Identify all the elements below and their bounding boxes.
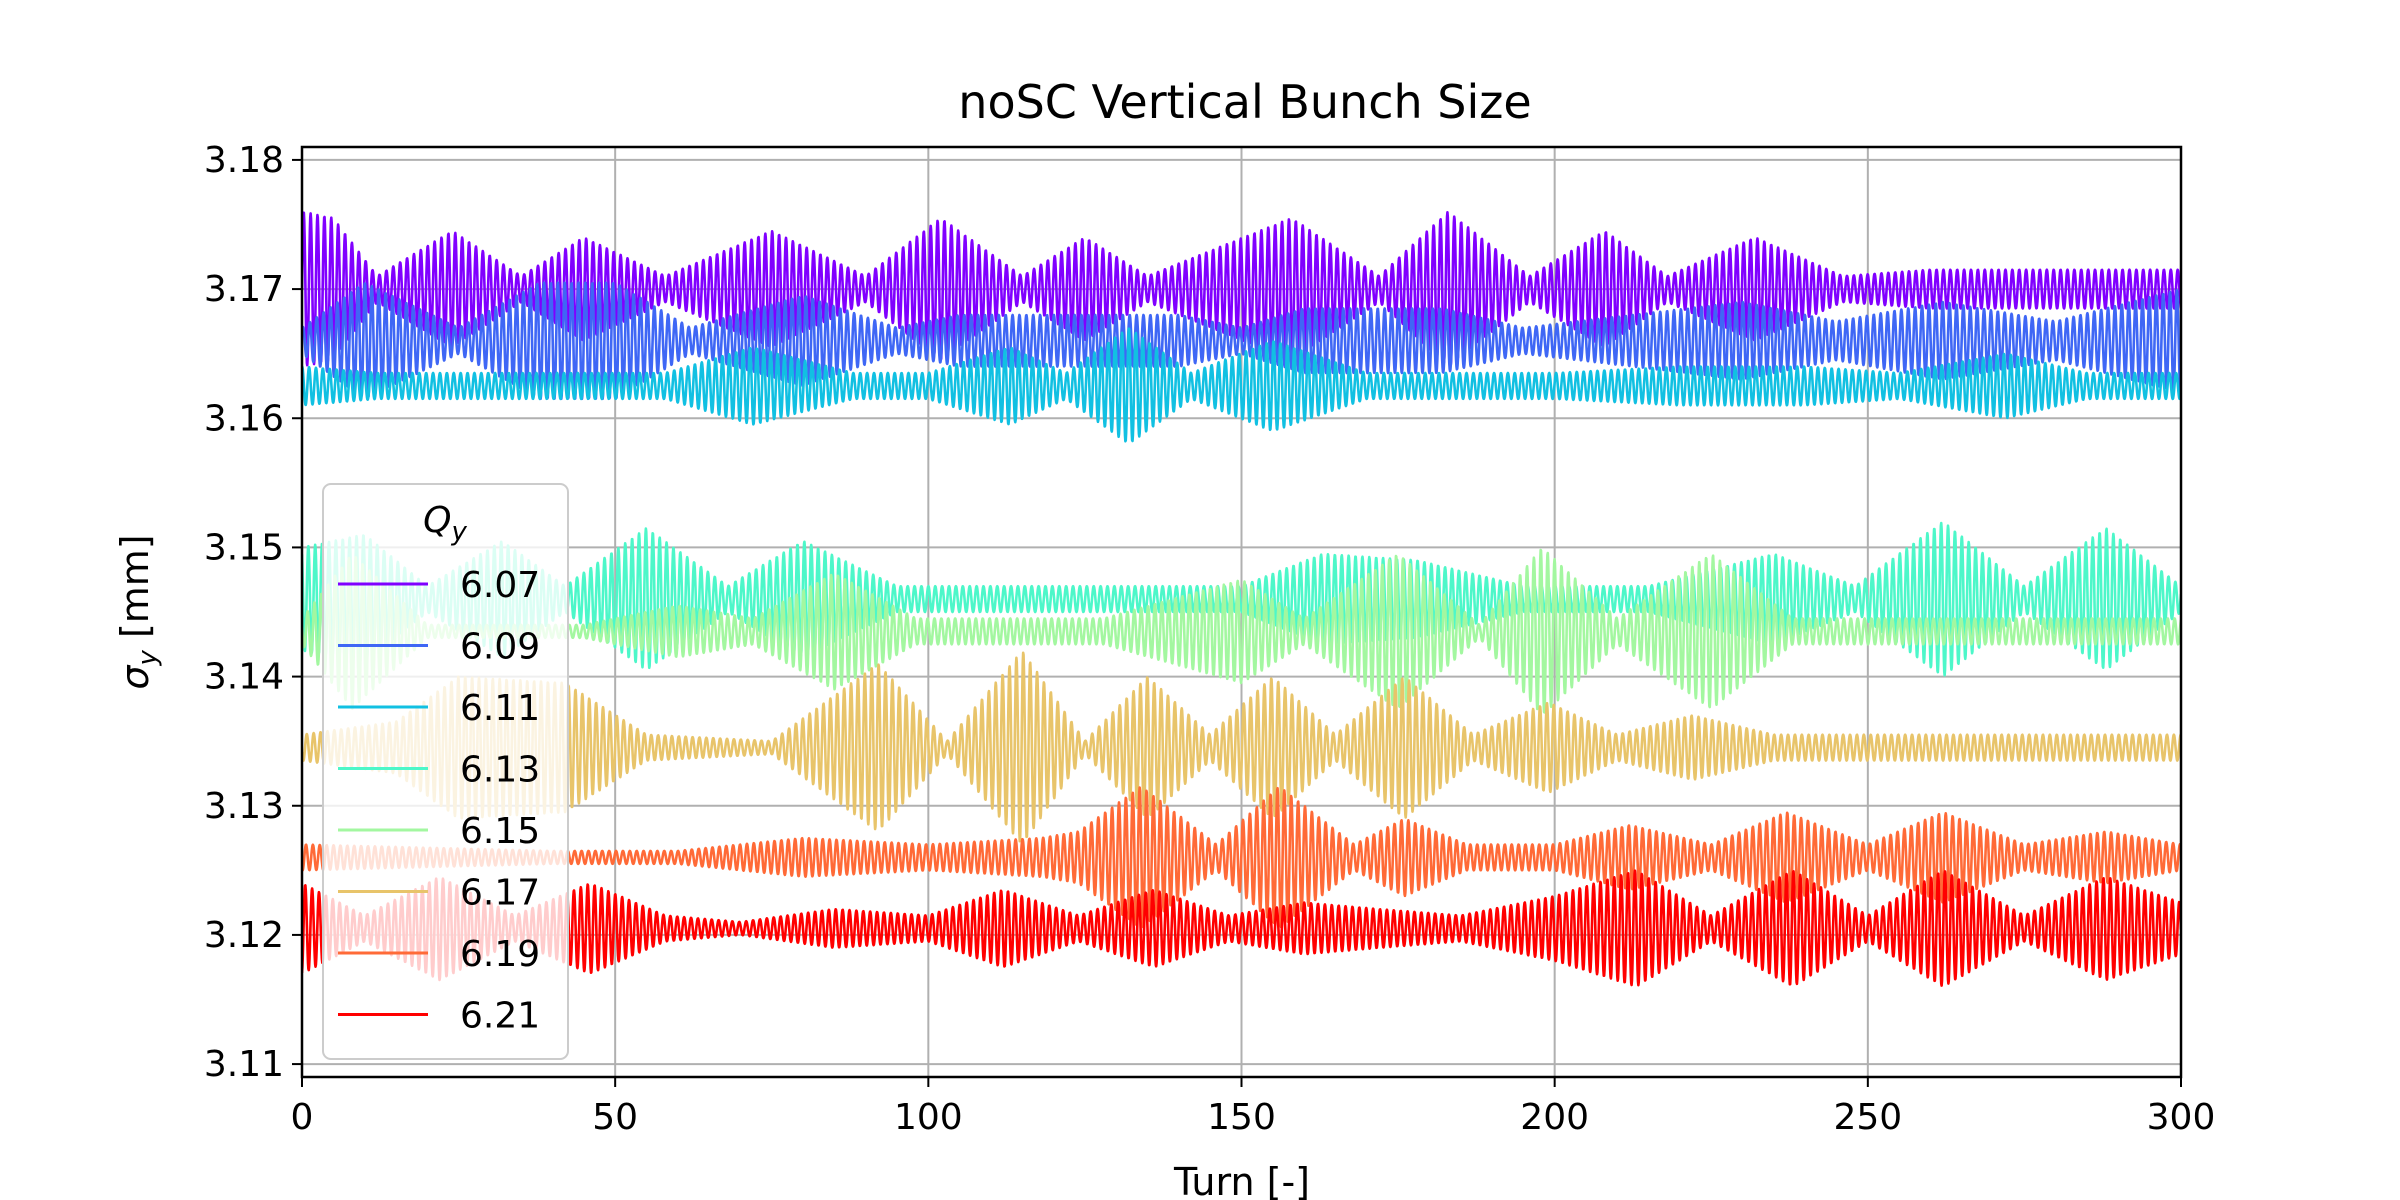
legend-label: 6.17 bbox=[460, 873, 540, 914]
y-axis-label: σy [mm] bbox=[113, 534, 163, 689]
x-axis: 0 50 100 150 200 250 300 bbox=[291, 1077, 2216, 1138]
x-tick-label: 100 bbox=[894, 1097, 963, 1138]
series-line-6.07 bbox=[302, 211, 2181, 367]
x-tick-label: 150 bbox=[1207, 1097, 1276, 1138]
series-line-6.21 bbox=[302, 869, 2181, 987]
series-line-6.11 bbox=[302, 327, 2181, 443]
legend-entries: 6.07 6.09 6.11 6.13 6.15 6.17 6.19 6.21 bbox=[338, 565, 540, 1037]
x-tick-label: 250 bbox=[1833, 1097, 1902, 1138]
legend-label: 6.13 bbox=[460, 750, 540, 791]
x-tick-label: 300 bbox=[2147, 1097, 2216, 1138]
series-line-6.13 bbox=[302, 521, 2181, 677]
y-axis-label-symbol: σ bbox=[113, 664, 157, 690]
y-tick-label: 3.11 bbox=[204, 1044, 284, 1085]
y-tick-label: 3.16 bbox=[204, 398, 284, 439]
legend-label: 6.15 bbox=[460, 811, 540, 852]
x-tick-label: 50 bbox=[592, 1097, 638, 1138]
x-axis-label: Turn [-] bbox=[1173, 1160, 1310, 1200]
legend: Qy 6.07 6.09 6.11 6.13 6.15 6.17 6.19 6.21 bbox=[322, 483, 569, 1060]
x-tick-label: 0 bbox=[291, 1097, 314, 1138]
x-tick-label: 200 bbox=[1520, 1097, 1589, 1138]
legend-title-symbol: Q bbox=[423, 500, 451, 541]
y-tick-label: 3.14 bbox=[204, 657, 284, 698]
chart-title: noSC Vertical Bunch Size bbox=[958, 75, 1531, 129]
legend-label: 6.19 bbox=[460, 934, 540, 975]
y-tick-label: 3.18 bbox=[204, 140, 284, 181]
series-line-6.15 bbox=[302, 548, 2181, 714]
series-group bbox=[302, 211, 2181, 987]
series-line-6.09 bbox=[302, 281, 2181, 401]
legend-label: 6.11 bbox=[460, 688, 540, 729]
legend-label: 6.07 bbox=[460, 565, 540, 606]
y-axis: 3.11 3.12 3.13 3.14 3.15 3.16 3.17 3.18 bbox=[204, 140, 302, 1085]
legend-title-subscript: y bbox=[450, 517, 467, 547]
legend-box bbox=[322, 483, 569, 1060]
y-axis-label-unit: [mm] bbox=[113, 534, 157, 650]
y-tick-label: 3.15 bbox=[204, 527, 284, 568]
y-axis-label-subscript: y bbox=[133, 650, 163, 667]
legend-title: Qy bbox=[423, 500, 467, 547]
y-tick-label: 3.17 bbox=[204, 269, 284, 310]
y-tick-label: 3.12 bbox=[204, 915, 284, 956]
series-line-6.19 bbox=[302, 786, 2181, 929]
series-line-6.17 bbox=[302, 651, 2181, 843]
legend-label: 6.09 bbox=[460, 627, 540, 668]
legend-label: 6.21 bbox=[460, 996, 540, 1037]
y-tick-label: 3.13 bbox=[204, 786, 284, 827]
